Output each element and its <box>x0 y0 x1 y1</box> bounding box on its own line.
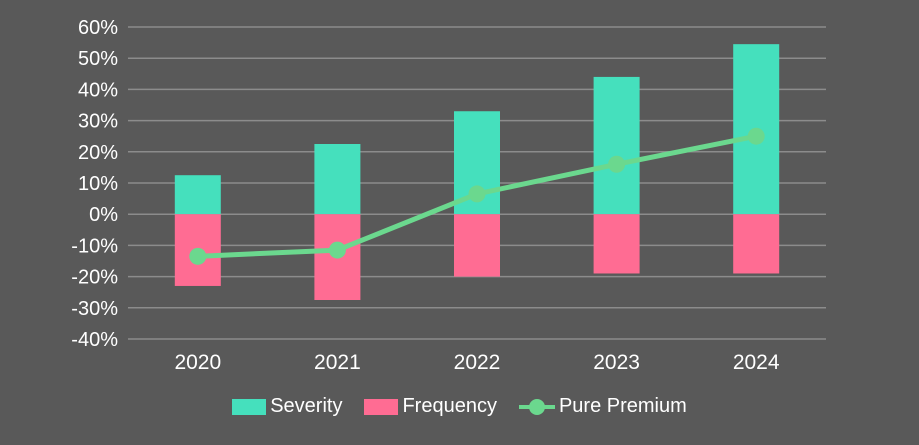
pure-premium-point <box>328 241 346 259</box>
y-tick-label: -10% <box>71 235 118 257</box>
y-tick-label: 20% <box>78 142 118 164</box>
pure-premium-point <box>468 185 486 203</box>
pure-premium-point <box>747 127 765 145</box>
legend-item-frequency: Frequency <box>364 395 497 418</box>
legend-item-pure-premium: Pure Premium <box>518 395 687 418</box>
y-tick-label: 60% <box>78 17 118 39</box>
frequency-bar <box>454 214 500 277</box>
x-tick-label: 2023 <box>593 351 640 374</box>
legend-swatch-frequency <box>364 398 399 415</box>
y-axis-tick-labels: 60% 50% 40% 30% 20% 10% 0% -10% -20% -30% -40% <box>71 17 118 351</box>
x-tick-label: 2020 <box>174 351 221 374</box>
y-tick-label: -40% <box>71 329 118 351</box>
x-tick-label: 2024 <box>733 351 780 374</box>
y-tick-label: 40% <box>78 79 118 101</box>
y-tick-label: 10% <box>78 173 118 195</box>
frequency-bar <box>733 214 780 274</box>
bars <box>174 44 780 300</box>
x-tick-label: 2022 <box>454 351 501 374</box>
pure-premium-line <box>189 127 765 265</box>
y-tick-label: 30% <box>78 111 118 133</box>
pure-premium-point <box>608 155 626 173</box>
legend-item-severity: Severity <box>232 395 342 418</box>
pure-premium-point <box>189 247 207 265</box>
frequency-bar <box>593 214 640 274</box>
legend-swatch-severity <box>232 398 267 415</box>
legend: Severity Frequency Pure Premium <box>0 395 919 418</box>
x-tick-label: 2021 <box>314 351 361 374</box>
legend-swatch-pure-premium <box>518 398 555 415</box>
severity-bar <box>593 76 640 215</box>
y-tick-label: 0% <box>89 204 118 226</box>
legend-label-pure-premium: Pure Premium <box>558 395 687 417</box>
x-axis-tick-labels: 2020 2021 2022 2023 2024 <box>174 351 779 374</box>
severity-bar <box>174 175 221 215</box>
legend-label-frequency: Frequency <box>402 395 497 417</box>
legend-label-severity: Severity <box>270 395 343 417</box>
severity-bar <box>314 144 361 215</box>
y-tick-label: -20% <box>71 267 118 289</box>
y-tick-label: -30% <box>71 298 118 320</box>
chart-area: 60% 50% 40% 30% 20% 10% 0% -10% -20% -30% -40% 202… <box>71 17 826 374</box>
y-tick-label: 50% <box>78 48 118 70</box>
